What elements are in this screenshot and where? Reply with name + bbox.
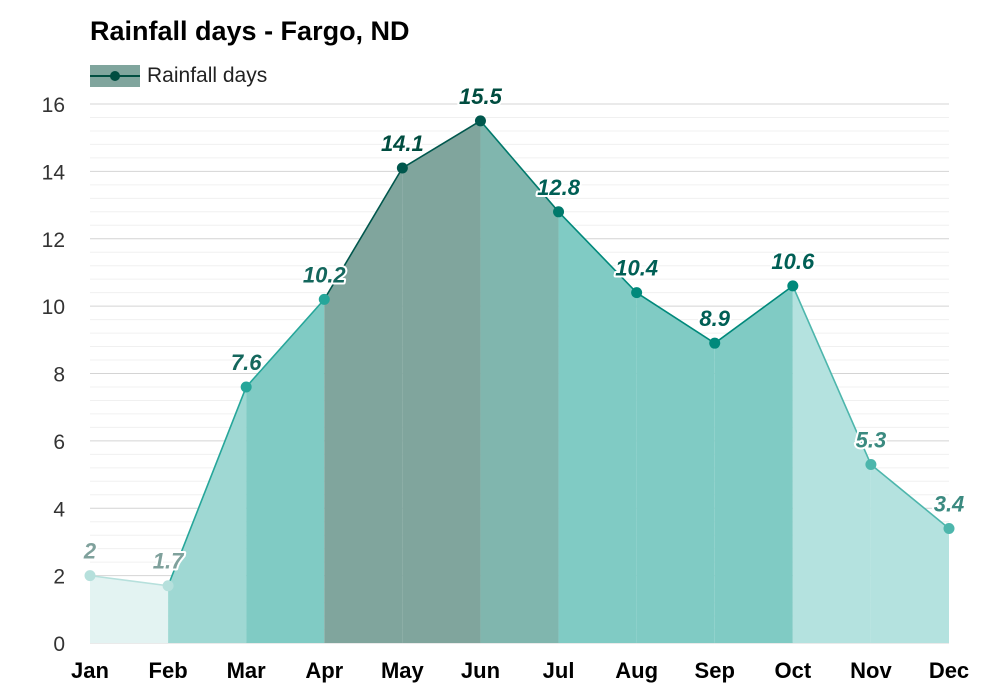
x-tick-label: Jun	[461, 658, 500, 683]
x-tick-label: Nov	[850, 658, 892, 683]
area-band-mar	[246, 299, 325, 643]
chart-title: Rainfall days - Fargo, ND	[90, 16, 410, 46]
series-segment	[636, 291, 716, 344]
x-tick-label: Jan	[71, 658, 109, 683]
data-label-nov: 5.3	[856, 427, 887, 452]
data-point-oct	[787, 280, 799, 292]
data-points	[84, 115, 955, 592]
x-tick-label: Mar	[227, 658, 267, 683]
data-label-feb: 1.7	[153, 549, 185, 574]
series-segment	[323, 167, 404, 300]
area-bands	[90, 120, 949, 644]
data-point-apr	[318, 293, 330, 305]
data-labels: 2 1.7 7.6 10.2 14.1 15.5 12.8 10.4 8.9 10.6 5.3 3.4	[81, 82, 966, 576]
legend-label: Rainfall days	[147, 64, 267, 87]
area-band-jan	[90, 575, 169, 643]
series-segment	[89, 574, 169, 587]
series-line	[89, 120, 950, 587]
data-label-mar: 7.6	[231, 350, 262, 375]
data-point-jul	[553, 206, 565, 218]
series-segment	[245, 298, 325, 388]
x-tick-label: Feb	[149, 658, 188, 683]
x-axis: Jan Feb Mar Apr May Jun Jul Aug Sep Oct Nov Dec	[71, 658, 969, 683]
area-band-jul	[558, 211, 637, 644]
area-band-apr	[324, 168, 403, 643]
area-band-feb	[168, 386, 247, 643]
data-label-oct: 10.6	[771, 249, 815, 274]
data-point-mar	[240, 381, 252, 393]
y-tick-label: 2	[53, 566, 65, 589]
series-segment	[870, 463, 950, 530]
legend-marker	[110, 71, 120, 81]
data-label-jul: 12.8	[537, 175, 581, 200]
data-label-jun: 15.5	[459, 84, 503, 109]
y-tick-label: 6	[53, 431, 65, 454]
area-band-aug	[636, 292, 715, 643]
y-tick-label: 10	[42, 296, 65, 319]
x-tick-label: Sep	[695, 658, 735, 683]
data-label-apr: 10.2	[303, 262, 347, 287]
y-tick-label: 12	[42, 229, 65, 252]
area-band-sep	[714, 285, 793, 643]
data-label-dec: 3.4	[934, 491, 965, 516]
y-tick-label: 16	[42, 94, 65, 117]
area-band-jun	[480, 120, 559, 643]
series-segment	[167, 386, 247, 587]
data-label-may: 14.1	[381, 131, 424, 156]
y-axis: 0 2 4 6 8 10 12 14 16	[42, 94, 66, 656]
data-label-jan: 2	[83, 539, 97, 564]
data-point-feb	[162, 580, 174, 592]
data-point-aug	[631, 287, 643, 299]
x-tick-label: Oct	[774, 658, 811, 683]
area-band-oct	[792, 285, 871, 643]
data-point-jan	[84, 570, 96, 582]
x-tick-label: Dec	[929, 658, 969, 683]
series-segment	[714, 285, 794, 344]
data-point-sep	[709, 337, 721, 349]
y-tick-label: 4	[53, 498, 65, 521]
area-band-nov	[870, 464, 949, 643]
area-band-may	[402, 120, 481, 643]
series-segment	[401, 120, 481, 169]
data-label-sep: 8.9	[699, 306, 730, 331]
x-tick-label: Apr	[305, 658, 343, 683]
x-tick-label: May	[381, 658, 425, 683]
x-tick-label: Aug	[615, 658, 658, 683]
data-point-nov	[865, 458, 877, 470]
series-segment	[792, 285, 872, 465]
data-label-aug: 10.4	[615, 256, 658, 281]
y-tick-label: 0	[53, 633, 65, 656]
data-point-jun	[474, 115, 486, 127]
data-point-may	[396, 162, 408, 174]
series-segment	[479, 120, 560, 213]
data-point-dec	[943, 522, 955, 534]
series-segment	[557, 211, 638, 294]
y-tick-label: 8	[53, 364, 65, 387]
y-tick-label: 14	[42, 161, 66, 184]
legend: Rainfall days	[90, 64, 267, 87]
x-tick-label: Jul	[543, 658, 575, 683]
